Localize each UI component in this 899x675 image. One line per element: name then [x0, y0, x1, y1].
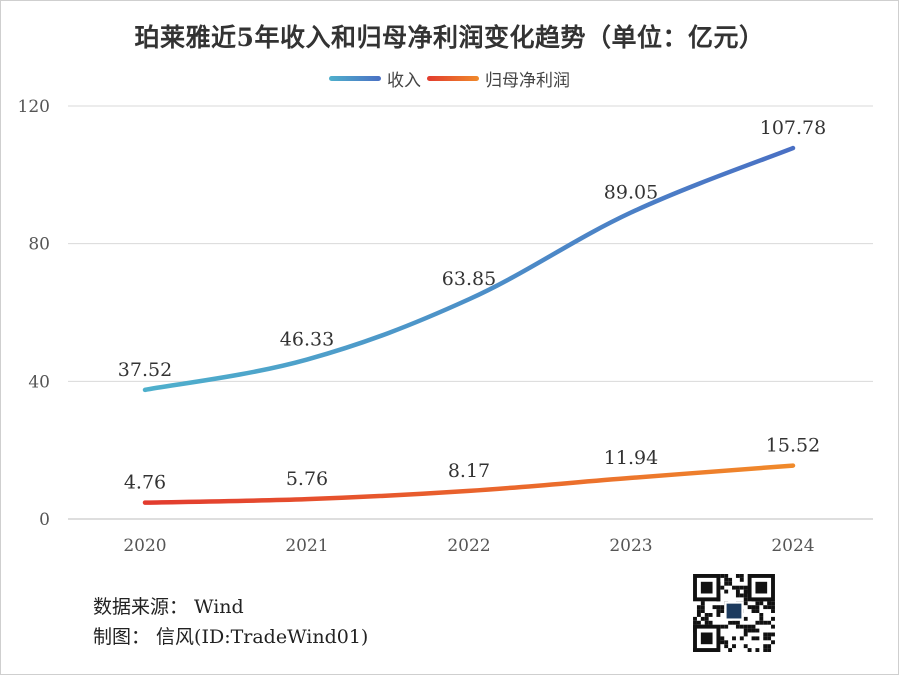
- x-tick-label: 2022: [447, 536, 490, 556]
- data-label: 11.94: [604, 447, 658, 469]
- y-tick-label: 80: [28, 235, 50, 255]
- data-label: 37.52: [118, 359, 172, 381]
- chart-author: 制图： 信风(ID:TradeWind01): [93, 626, 369, 648]
- data-label: 4.76: [124, 472, 166, 494]
- data-label: 5.76: [286, 468, 328, 490]
- chart-legend: 收入 归母净利润: [0, 66, 899, 91]
- data-label: 89.05: [604, 182, 658, 204]
- x-tick-label: 2020: [123, 536, 166, 556]
- series-line-0: [142, 145, 796, 393]
- legend-item-net-profit: 归母净利润: [427, 66, 570, 91]
- legend-item-revenue: 收入: [329, 66, 421, 91]
- y-tick-label: 120: [18, 97, 50, 117]
- data-label: 8.17: [448, 460, 490, 482]
- legend-swatch-net-profit: [427, 76, 479, 81]
- data-label: 46.33: [280, 329, 334, 351]
- chart-title: 珀莱雅近5年收入和归母净利润变化趋势（单位：亿元）: [134, 23, 765, 52]
- y-tick-label: 40: [28, 372, 50, 392]
- data-source: 数据来源： Wind: [93, 596, 244, 618]
- series-line-1: [142, 463, 796, 505]
- data-label: 15.52: [766, 435, 820, 457]
- legend-label-revenue: 收入: [387, 71, 421, 91]
- legend-label-net-profit: 归母净利润: [485, 71, 570, 91]
- x-tick-label: 2021: [285, 536, 328, 556]
- y-tick-label: 0: [39, 510, 50, 530]
- x-tick-label: 2023: [609, 536, 652, 556]
- qr-code: [693, 574, 775, 652]
- legend-swatch-revenue: [329, 76, 381, 81]
- data-label: 107.78: [760, 117, 826, 139]
- x-tick-label: 2024: [771, 536, 814, 556]
- data-label: 63.85: [442, 268, 496, 290]
